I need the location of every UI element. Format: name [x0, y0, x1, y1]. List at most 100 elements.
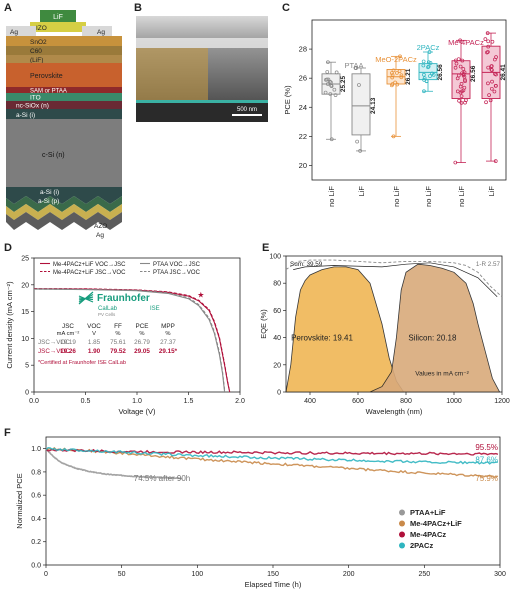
box-point — [391, 134, 396, 139]
layer-label-c60: C60 — [30, 48, 42, 55]
logo-stripe — [78, 295, 94, 303]
box-point — [460, 58, 465, 63]
layer-ncsiox — [6, 101, 122, 109]
y-tick-label: 0.2 — [31, 539, 41, 546]
x-tick-label: 1000 — [446, 398, 462, 405]
group-label: Me-4PACz — [448, 38, 484, 47]
layer-label-sam: SAM or PTAA — [30, 89, 67, 95]
layer-ag-bottom — [6, 212, 122, 230]
layer-label-asi-i-bottom: a-Si (i) — [40, 189, 59, 196]
layer-izo — [30, 22, 86, 32]
table-unit: % — [165, 331, 170, 337]
box-point — [494, 83, 498, 88]
category-label: no LiF — [424, 186, 433, 207]
box-point — [422, 89, 426, 94]
table-cell: 1.85 — [88, 339, 101, 346]
box-point — [461, 67, 466, 71]
table-cell: 29.05 — [134, 348, 150, 355]
sem-image: 500 nm — [136, 16, 268, 122]
panel-c: C 20 22 24 26 28 PCE (%) 25.25 no LiF 24.13 LiF 26… — [276, 0, 512, 240]
panel-a-label: A — [4, 2, 12, 14]
box-point — [483, 37, 488, 41]
box-point — [486, 44, 491, 49]
box-point — [460, 89, 464, 94]
layer-lif — [40, 10, 76, 22]
box-point — [485, 50, 489, 55]
y-tick-label: 0.6 — [31, 493, 41, 500]
y-tick-label: 1.0 — [31, 446, 41, 453]
box-point — [325, 82, 330, 86]
x-tick-label: 0 — [44, 571, 48, 578]
box-point — [463, 79, 467, 84]
box-point — [430, 71, 434, 76]
x-tick-label: 800 — [400, 398, 412, 405]
table-unit: % — [115, 331, 120, 337]
stability-series — [45, 446, 499, 478]
box-point — [489, 86, 494, 91]
box-point — [493, 159, 498, 163]
box-median-label: 26.56 — [470, 65, 477, 82]
y-tick-label: 0.8 — [31, 469, 41, 476]
y-axis-label: EQE (%) — [259, 309, 268, 339]
end-value-label: 87.6% — [475, 456, 498, 465]
layer-label-lif-bottom: (LiF) — [30, 57, 43, 64]
table-header: VOC — [87, 323, 101, 330]
y-tick-label: 22 — [299, 132, 307, 141]
box-point — [399, 73, 404, 78]
layer-asi-p — [6, 196, 122, 212]
legend-dot — [399, 509, 405, 516]
stability-series — [45, 448, 183, 480]
panel-e-label: E — [262, 242, 270, 254]
sem-top-layer — [136, 38, 268, 48]
box-point — [486, 65, 491, 70]
y-tick-label: 28 — [299, 45, 307, 54]
y-tick-label: 5 — [25, 363, 29, 370]
box-point — [334, 70, 339, 75]
box-point — [492, 89, 497, 94]
stability-chart: 0 50 100 150 200 250 300 0.0 0.2 0.4 0.6 0.8 1.0 Elap… — [15, 436, 506, 589]
box-point — [332, 87, 337, 92]
sem-perovskite-region — [136, 48, 208, 100]
y-tick-label: 10 — [21, 336, 29, 343]
y-axis-label: Normalized PCE — [15, 473, 24, 528]
layer-label-izo: IZO — [36, 25, 47, 32]
layer-label-sno2: SnO2 — [30, 39, 47, 46]
eqe-chart: 400 600 800 1000 1200 0 20 40 60 80 100 Wavelength … — [259, 254, 510, 417]
box-point — [328, 92, 333, 96]
y-tick-label: 60 — [273, 308, 281, 315]
box-point — [391, 68, 396, 73]
layer-csi — [6, 119, 122, 187]
x-tick-label: 2.0 — [235, 398, 245, 405]
box-point — [456, 57, 461, 62]
sem-interface-line — [136, 100, 268, 103]
box-point — [426, 65, 430, 70]
box-point — [398, 54, 402, 59]
box-point — [493, 57, 497, 62]
units-note: Values in mA cm⁻² — [415, 371, 469, 378]
box-point — [459, 101, 464, 105]
table-footnote: *Certified at Fraunhofer ISE CalLab — [38, 360, 126, 366]
table-cell: 27.37 — [160, 339, 176, 346]
box-median-label: 26.21 — [405, 68, 412, 85]
one-minus-r-label: 1-R 2.57 — [476, 261, 501, 268]
end-value-label: 95.5% — [475, 443, 498, 452]
legend-item: PTAA+LiF — [410, 508, 446, 517]
box-point — [426, 60, 431, 65]
ag-right-label: Ag — [97, 29, 105, 36]
ag-left-label: Ag — [10, 29, 18, 36]
x-tick-label: 1.5 — [184, 398, 194, 405]
box-point — [458, 64, 463, 69]
box-median-label: 26.41 — [500, 64, 507, 81]
table-header: FF — [114, 323, 122, 330]
eqe-sum-curve — [293, 262, 498, 298]
silicon-label: Silicon: 20.18 — [408, 333, 457, 342]
box-point — [399, 75, 404, 80]
layer-c60 — [6, 46, 122, 55]
x-tick-label: 0.5 — [81, 398, 91, 405]
legend-item: PTAA JSC→VOC — [153, 270, 201, 276]
box-point — [422, 76, 427, 81]
y-tick-label: 40 — [273, 335, 281, 342]
layer-label-perovskite: Perovskite — [30, 73, 63, 80]
box-point — [457, 98, 461, 103]
jv-curve — [33, 288, 226, 390]
